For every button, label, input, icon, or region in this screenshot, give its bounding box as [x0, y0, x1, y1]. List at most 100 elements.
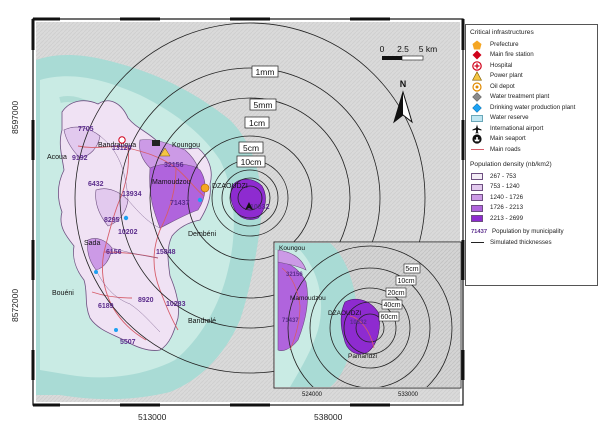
inset-thickness-label: 40cm: [383, 302, 400, 309]
thickness-label: 5mm: [254, 100, 273, 110]
density-swatch: [471, 194, 483, 202]
fire-station-icon: [470, 50, 484, 60]
population-label: 71437: [170, 200, 190, 207]
place-name: Koungou: [172, 142, 200, 149]
legend-label: Water treatment plant: [490, 93, 550, 101]
thickness-label: 5cm: [243, 143, 259, 153]
prefecture-icon: [200, 183, 210, 193]
scale-tick: 0: [380, 44, 385, 54]
legend-population-row: 71437 Population by municipality: [470, 227, 593, 238]
legend-thickness-row: Simulated thicknesses: [470, 238, 593, 249]
seaport-icon: [470, 134, 484, 144]
legend-label: Hospital: [490, 61, 513, 69]
prefecture-icon: [470, 40, 484, 50]
y-coordinate: 8572000: [10, 288, 20, 322]
inset-map: 5cm 10cm 20cm 40cm 60cm Koungou Mamoudzo…: [273, 241, 462, 398]
legend-item: Power plant: [470, 71, 593, 82]
drinking-water-icon: [197, 197, 203, 203]
place-name: Bouéni: [52, 290, 74, 297]
y-coordinate: 8597000: [10, 100, 20, 134]
population-label: 8920: [138, 297, 154, 304]
place-name: Dembéni: [188, 231, 216, 238]
x-coordinate: 538000: [314, 412, 343, 422]
legend-item: Main fire station: [470, 50, 593, 61]
place-name: Bandrelé: [188, 318, 216, 325]
thickness-label: 1mm: [256, 67, 275, 77]
legend-item: Water reserve: [470, 113, 593, 124]
density-class: 753 - 1240: [470, 182, 593, 193]
density-class: 1240 - 1726: [470, 193, 593, 204]
inset-thickness-label: 60cm: [380, 314, 397, 321]
municipality-acoua: [63, 126, 101, 159]
population-label: 8295: [104, 217, 120, 224]
population-label: 10283: [166, 301, 186, 308]
legend-item: International airport: [470, 124, 593, 135]
road-icon: [470, 145, 484, 154]
density-label: 267 - 753: [490, 172, 517, 180]
thickness-label-boxes: 1mm 5mm 1cm 5cm 10cm: [236, 65, 279, 168]
legend-label: Prefecture: [490, 40, 519, 48]
place-name: Mamoudzou: [152, 179, 191, 186]
inset-place-name: Mamoudzou: [290, 295, 326, 302]
seaport-icon: [152, 140, 160, 146]
inset-place-name: Koungou: [279, 245, 305, 252]
inset-x-coordinate: 533000: [398, 392, 419, 398]
population-label: 6432: [88, 181, 104, 188]
inset-population-label: 32156: [286, 272, 303, 278]
legend-item: Drinking water production plant: [470, 102, 593, 114]
thickness-contours: [74, 22, 426, 374]
density-class: 2213 - 2699: [470, 214, 593, 225]
frame-ticks: [31, 17, 465, 407]
place-name: Acoua: [47, 154, 67, 161]
inset-thickness-label: 5cm: [405, 266, 418, 273]
population-label: 6156: [106, 249, 122, 256]
inset-thickness-label: 10cm: [397, 278, 414, 285]
inset-thickness-label: 20cm: [387, 290, 404, 297]
density-swatch: [471, 204, 483, 212]
airport-icon: [470, 124, 484, 134]
inset-place-name: DZAOUDZI: [328, 310, 361, 317]
inset-population-label: 10832: [350, 320, 367, 326]
legend-item: Water treatment plant: [470, 92, 593, 103]
water-treatment-icon: [470, 92, 484, 103]
density-swatch: [471, 215, 483, 223]
hospital-icon: [118, 136, 126, 144]
density-label: 753 - 1240: [490, 183, 520, 191]
density-label: 1240 - 1726: [490, 193, 524, 201]
thickness-line-icon: [470, 238, 484, 247]
population-label: 9192: [72, 155, 88, 162]
legend-label: Main roads: [490, 145, 521, 153]
population-label: 15848: [156, 249, 176, 256]
power-plant-icon: [470, 71, 484, 81]
population-label: 13120: [112, 145, 132, 152]
x-coordinate: 513000: [138, 412, 167, 422]
water-reserve-icon: [470, 114, 484, 123]
petite-terre-island: [230, 178, 266, 220]
legend-density-title: Population density (nb/km2): [470, 161, 552, 169]
power-plant-icon: [159, 147, 171, 157]
population-label: 10832: [250, 204, 270, 211]
map-legend: Critical infrastructures Prefecture Main…: [465, 24, 598, 286]
legend-label: Water reserve: [490, 114, 529, 122]
density-label: 2213 - 2699: [490, 214, 524, 222]
population-label: 32156: [164, 162, 184, 169]
inset-mamoudzou: [277, 261, 308, 351]
hospital-icon: [470, 61, 484, 71]
population-label: 10202: [118, 229, 138, 236]
scale-tick: 5 km: [419, 44, 437, 54]
legend-item: Main seaport: [470, 134, 593, 145]
legend-label: Oil depot: [490, 82, 515, 90]
legend-label: Power plant: [490, 72, 523, 80]
population-label: 7705: [78, 126, 94, 133]
population-label: 13934: [122, 191, 142, 198]
legend-critical-title: Critical infrastructures: [470, 29, 534, 36]
legend-item: Hospital: [470, 61, 593, 72]
scale-bar: 0 2.5 5 km: [380, 44, 437, 61]
legend-item: Prefecture: [470, 40, 593, 51]
density-class: 1726 - 2213: [470, 203, 593, 214]
place-name: DZAOUDZI: [212, 183, 248, 190]
inset-petite-terre: [340, 299, 380, 355]
legend-item: Main roads: [470, 145, 593, 156]
legend-item: Oil depot: [470, 82, 593, 93]
